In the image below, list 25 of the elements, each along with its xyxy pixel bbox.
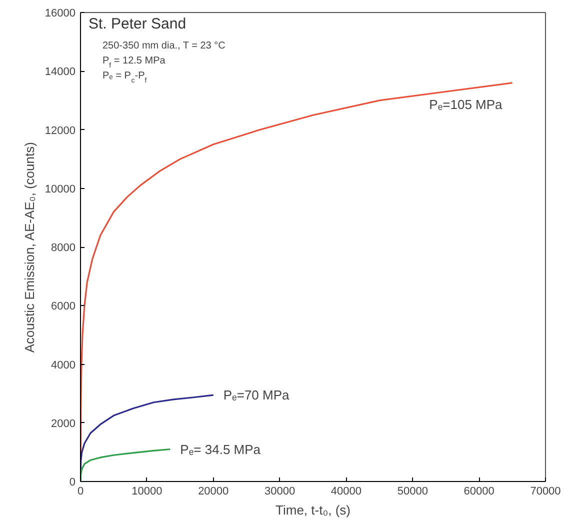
x-tick-label: 10000: [132, 486, 162, 498]
x-tick-label: 50000: [397, 486, 428, 498]
x-tick-label: 70000: [530, 486, 561, 498]
series-label: Pₑ=105 MPa: [429, 96, 504, 112]
series-label: Pₑ=70 MPa: [223, 388, 290, 403]
y-tick-label: 0: [69, 476, 76, 488]
x-tick-label: 20000: [198, 486, 229, 498]
y-tick-label: 10000: [44, 183, 76, 196]
y-axis-title: Acoustic Emission, AE-AE₀, (counts): [22, 142, 37, 353]
annotation: 250-350 mm dia., T = 23 °C: [102, 40, 226, 52]
y-tick-label: 2000: [51, 418, 76, 430]
x-tick-label: 0: [77, 486, 84, 498]
x-tick-label: 60000: [464, 486, 494, 498]
y-tick-label: 12000: [44, 124, 76, 137]
series-label: Pₑ= 34.5 MPa: [180, 442, 262, 457]
x-tick-label: 30000: [264, 486, 296, 498]
y-tick-label: 4000: [51, 359, 76, 372]
x-tick-label: 40000: [330, 486, 362, 498]
x-axis-title: Time, t-t₀, (s): [276, 502, 350, 518]
chart-title: St. Peter Sand: [88, 16, 186, 32]
y-tick-label: 16000: [44, 8, 76, 20]
y-tick-label: 6000: [51, 300, 76, 313]
line-series: [80, 448, 171, 482]
y-tick-label: 8000: [51, 242, 76, 254]
y-tick-label: 14000: [44, 66, 76, 78]
